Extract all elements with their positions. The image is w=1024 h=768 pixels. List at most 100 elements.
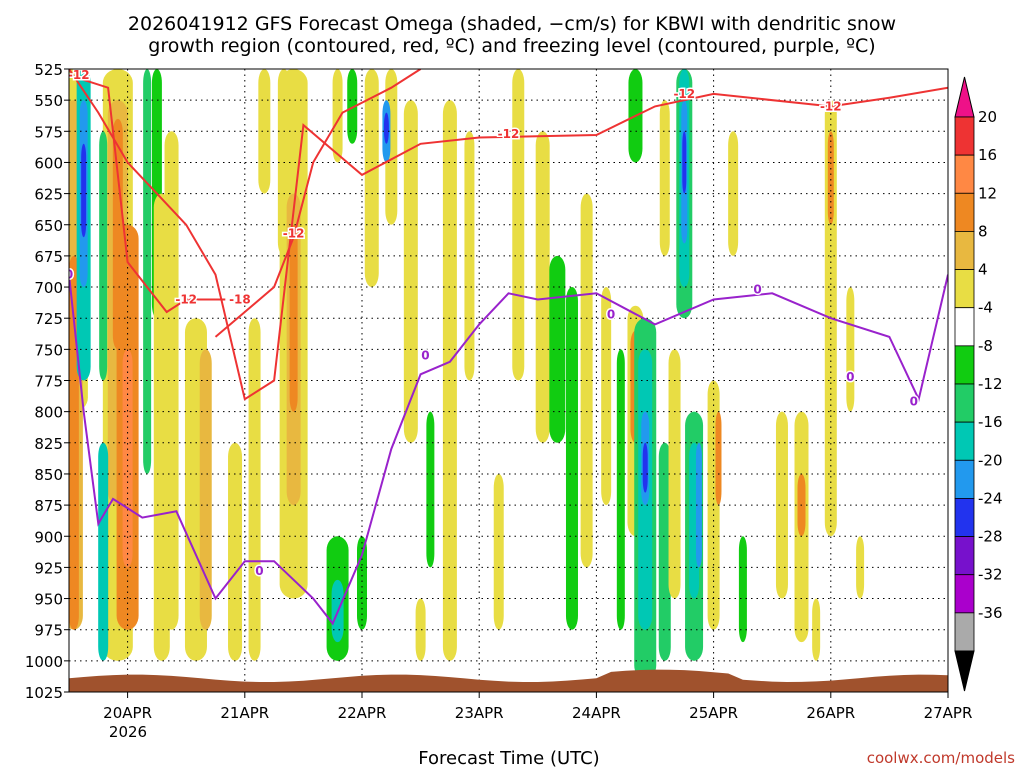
y-tick-label: 925	[34, 559, 63, 577]
year-label: 2026	[109, 723, 147, 741]
y-tick-label: 800	[34, 404, 63, 422]
colorbar-swatch	[954, 192, 975, 232]
dgz-contour-label: -12	[498, 127, 520, 141]
colorbar-swatch	[954, 459, 975, 499]
y-tick-label: 650	[34, 217, 63, 235]
colorbar-swatch	[954, 231, 975, 270]
colorbar-legend: 20 16 12 8 4 -4 -8 -12 -16 -20 -24 -28 -32 -36	[954, 76, 1003, 692]
dgz-contour-label: -18	[229, 293, 251, 307]
colorbar-label: -4	[978, 299, 993, 317]
colorbar-swatch	[954, 154, 975, 194]
x-tick-label: 25APR	[689, 704, 738, 722]
omega-cell	[332, 69, 343, 163]
omega-cell	[715, 411, 722, 506]
omega-cell	[775, 411, 788, 599]
chart-title-line-2: growth region (contoured, red, ºC) and f…	[148, 35, 875, 57]
omega-cell	[122, 349, 133, 568]
omega-cell	[601, 287, 612, 506]
colorbar-label: -24	[978, 489, 1003, 507]
colorbar-swatch	[954, 307, 975, 347]
colorbar-label: -8	[978, 337, 993, 355]
omega-cell	[164, 131, 179, 630]
colorbar-label: -12	[978, 375, 1003, 393]
omega-cell	[827, 131, 834, 225]
dgz-contour-label: -12	[175, 293, 197, 307]
omega-shading	[69, 69, 865, 680]
ground-terrain	[69, 669, 948, 692]
omega-cell	[403, 100, 418, 443]
omega-cell	[258, 69, 271, 194]
y-tick-label: 1000	[25, 653, 63, 671]
freezing-contour-label: 0	[607, 307, 615, 321]
credit-text: coolwx.com/models	[867, 749, 1015, 767]
freezing-contour-label: 0	[65, 268, 73, 282]
freezing-contour-label: 0	[910, 395, 918, 409]
colorbar-swatch	[954, 612, 975, 652]
y-tick-label: 575	[34, 123, 63, 141]
y-axis: 525 550 575 600 625 650 675 700 725 750 775 800 825 8…	[25, 61, 69, 702]
omega-cell	[199, 349, 212, 630]
omega-cell	[98, 442, 109, 661]
x-tick-label: 20APR	[103, 704, 152, 722]
omega-cell	[642, 442, 648, 493]
y-tick-label: 900	[34, 528, 63, 546]
omega-cell	[616, 349, 625, 630]
y-tick-label: 700	[34, 279, 63, 297]
dgz-contour	[69, 69, 948, 401]
chart-title-line-1: 2026041912 GFS Forecast Omega (shaded, −…	[128, 13, 896, 35]
omega-cell	[347, 69, 358, 144]
omega-cell	[248, 318, 261, 661]
dgz-contour	[214, 69, 422, 338]
freezing-contour-label: 0	[753, 283, 761, 297]
colorbar-label: -36	[978, 604, 1003, 622]
x-tick-label: 23APR	[455, 704, 504, 722]
omega-cell	[512, 69, 525, 381]
freezing-contour	[69, 274, 948, 626]
y-tick-label: 875	[34, 497, 63, 515]
omega-cell	[81, 143, 87, 238]
colorbar-label: -32	[978, 566, 1003, 584]
omega-cell	[738, 536, 747, 643]
colorbar-top-triangle	[954, 76, 975, 118]
x-tick-label: 26APR	[806, 704, 855, 722]
omega-cell	[549, 255, 566, 443]
contour-lines: -12 -12 -18 -12 -12 -12 -12 0 0 0 0 0 0 0	[65, 68, 948, 626]
freezing-contour-label: 0	[255, 564, 263, 578]
omega-cell	[659, 100, 670, 256]
colorbar-swatch	[954, 269, 975, 309]
omega-cell	[493, 473, 504, 630]
omega-cell	[856, 536, 865, 599]
freezing-contour-label: 0	[421, 349, 429, 363]
x-tick-label: 21APR	[220, 704, 269, 722]
dgz-contour-label: -12	[68, 68, 90, 82]
freezing-contour-label: 0	[846, 370, 854, 384]
y-tick-label: 550	[34, 92, 63, 110]
y-tick-label: 825	[34, 435, 63, 453]
y-tick-label: 725	[34, 310, 63, 328]
omega-cell	[426, 411, 435, 568]
grid-lines	[69, 69, 948, 692]
omega-cell	[143, 69, 152, 474]
x-axis: 20APR 21APR 22APR 23APR 24APR 25APR 26APR 27APR	[103, 692, 972, 722]
dgz-contour-label: -12	[673, 87, 695, 101]
x-tick-label: 22APR	[338, 704, 387, 722]
colorbar-swatch	[954, 345, 975, 385]
y-tick-label: 675	[34, 248, 63, 266]
dgz-contour-label: -12	[820, 99, 842, 113]
omega-cell	[357, 536, 367, 630]
omega-cell	[565, 287, 578, 630]
omega-cell	[289, 224, 298, 412]
dgz-contour	[69, 74, 226, 314]
colorbar-swatch	[954, 116, 975, 156]
omega-cell	[415, 598, 426, 661]
colorbar-label: 4	[978, 261, 988, 279]
y-tick-label: 625	[34, 186, 63, 204]
colorbar-label: 20	[978, 108, 997, 126]
dgz-contour-label: -12	[283, 226, 305, 240]
y-tick-label: 975	[34, 622, 63, 640]
colorbar-label: 16	[978, 146, 997, 164]
y-tick-label: 1025	[25, 684, 63, 702]
omega-cell	[812, 598, 821, 661]
omega-cell	[228, 442, 243, 661]
